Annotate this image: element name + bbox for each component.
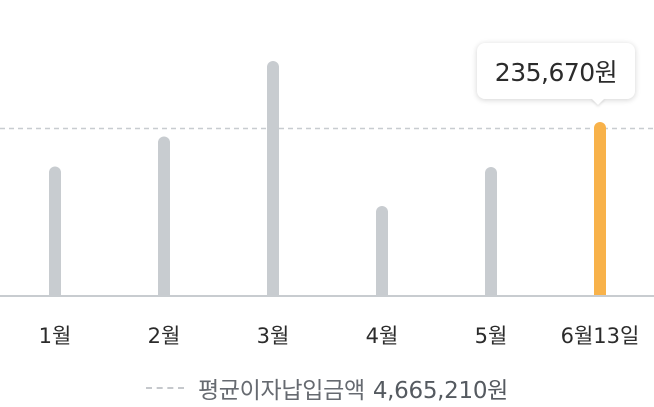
x-tick-label: 1월 [39,324,72,348]
bar[interactable] [485,167,497,295]
bar[interactable] [376,206,388,295]
x-tick-label: 4월 [366,324,399,348]
x-tick-labels: 1월 2월 3월 4월 5월 6월13일 [39,324,640,348]
x-tick-label: 2월 [148,324,181,348]
bar-highlighted[interactable] [594,122,606,295]
x-tick-label: 6월13일 [561,324,640,348]
value-tooltip: 235,670원 [477,43,635,99]
legend-value: 4,665,210원 [372,378,509,404]
chart-legend: 평균이자납입금액 4,665,210원 [0,370,654,406]
legend-label: 평균이자납입금액 [197,378,365,404]
bar[interactable] [49,166,61,296]
tooltip-pointer [591,98,605,105]
x-tick-label: 5월 [475,324,508,348]
bar[interactable] [267,61,279,295]
bars-group [49,61,606,295]
x-tick-label: 3월 [257,324,290,348]
average-dash-swatch [145,387,184,389]
bar[interactable] [158,136,170,296]
